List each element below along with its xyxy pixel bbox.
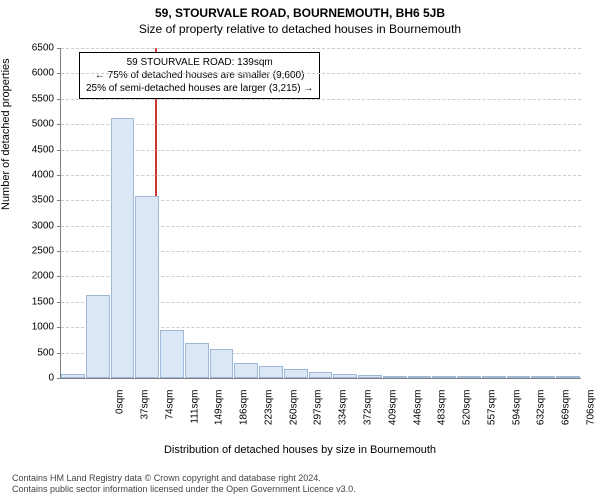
xtick-label: 223sqm [263,390,274,440]
ytick-label: 5000 [14,119,54,130]
ytick-mark [57,175,61,176]
histogram-bar [358,375,382,378]
xtick-label: 0sqm [115,390,126,440]
ytick-label: 6500 [14,43,54,54]
ytick-label: 3000 [14,220,54,231]
footer-line2: Contains public sector information licen… [12,484,356,496]
ytick-label: 1000 [14,322,54,333]
histogram-bar [309,372,333,378]
ytick-label: 2500 [14,246,54,257]
histogram-bar [160,330,184,378]
histogram-bar [135,196,159,378]
xtick-label: 260sqm [288,390,299,440]
ytick-mark [57,48,61,49]
histogram-bar [457,376,481,378]
gridline [61,48,581,49]
histogram-bar [86,295,110,378]
chart-plot-area: 59 STOURVALE ROAD: 139sqm ← 75% of detac… [60,48,581,379]
xtick-label: 334sqm [338,390,349,440]
xtick-label: 297sqm [313,390,324,440]
gridline [61,99,581,100]
histogram-bar [234,363,258,378]
histogram-bar [284,369,308,378]
histogram-bar [482,376,506,378]
x-axis-label: Distribution of detached houses by size … [0,444,600,456]
y-axis-label: Number of detached properties [0,58,12,210]
ytick-label: 0 [14,373,54,384]
histogram-bar [432,376,456,378]
xtick-label: 446sqm [412,390,423,440]
histogram-bar [259,366,283,378]
histogram-bar [61,374,85,378]
histogram-bar [185,343,209,378]
ytick-mark [57,302,61,303]
xtick-label: 669sqm [561,390,572,440]
ytick-label: 6000 [14,68,54,79]
xtick-label: 186sqm [239,390,250,440]
ytick-label: 500 [14,347,54,358]
ytick-mark [57,378,61,379]
histogram-bar [408,376,432,378]
annotation-line2: ← 75% of detached houses are smaller (9,… [86,69,313,82]
gridline [61,150,581,151]
ytick-label: 1500 [14,296,54,307]
annotation-box: 59 STOURVALE ROAD: 139sqm ← 75% of detac… [79,52,320,99]
histogram-bar [507,376,531,378]
gridline [61,175,581,176]
annotation-line3: 25% of semi-detached houses are larger (… [86,82,313,95]
xtick-label: 111sqm [189,390,200,440]
gridline [61,73,581,74]
histogram-bar [531,376,555,378]
ytick-mark [57,327,61,328]
ytick-mark [57,200,61,201]
histogram-bar [111,118,135,378]
ytick-mark [57,124,61,125]
xtick-label: 37sqm [140,390,151,440]
footer-line1: Contains HM Land Registry data © Crown c… [12,473,356,485]
chart-title-subtitle: Size of property relative to detached ho… [0,20,600,36]
ytick-mark [57,73,61,74]
xtick-label: 706sqm [585,390,596,440]
chart-title-address: 59, STOURVALE ROAD, BOURNEMOUTH, BH6 5JB [0,0,600,20]
ytick-label: 4500 [14,144,54,155]
xtick-label: 557sqm [486,390,497,440]
xtick-label: 149sqm [214,390,225,440]
histogram-bar [556,376,580,378]
histogram-bar [383,376,407,378]
histogram-bar [333,374,357,378]
xtick-label: 520sqm [462,390,473,440]
ytick-label: 5500 [14,93,54,104]
histogram-bar [210,349,234,378]
ytick-mark [57,99,61,100]
ytick-mark [57,150,61,151]
xtick-label: 483sqm [437,390,448,440]
annotation-line1: 59 STOURVALE ROAD: 139sqm [86,56,313,69]
gridline [61,124,581,125]
ytick-mark [57,276,61,277]
ytick-mark [57,226,61,227]
xtick-label: 409sqm [387,390,398,440]
xtick-label: 74sqm [164,390,175,440]
xtick-label: 594sqm [511,390,522,440]
ytick-label: 3500 [14,195,54,206]
xtick-label: 372sqm [363,390,374,440]
ytick-label: 2000 [14,271,54,282]
xtick-label: 632sqm [536,390,547,440]
ytick-mark [57,353,61,354]
ytick-mark [57,251,61,252]
footer-attribution: Contains HM Land Registry data © Crown c… [12,473,356,496]
ytick-label: 4000 [14,169,54,180]
